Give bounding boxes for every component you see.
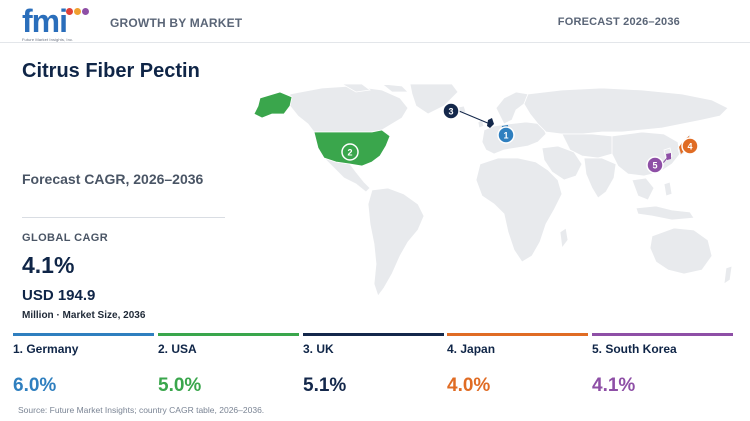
- market-size-value: USD 194.9: [22, 287, 96, 304]
- marker-germany-label: 1: [503, 131, 508, 141]
- highlight-uk: [487, 118, 494, 128]
- logo-dot-purple: [82, 8, 89, 15]
- fmi-logo[interactable]: fmi Future Market Insights, Inc.: [22, 5, 90, 42]
- header-bar: fmi Future Market Insights, Inc. GROWTH …: [0, 0, 750, 43]
- country-name: 1. Germany: [13, 342, 79, 356]
- country-name: 4. Japan: [447, 342, 496, 356]
- country-cagr-value: 6.0%: [13, 375, 57, 396]
- land-greenland: [409, 84, 459, 115]
- marker-uk-label: 3: [448, 107, 453, 117]
- logo-tagline: Future Market Insights, Inc.: [22, 37, 74, 42]
- highlight-usa: [313, 129, 391, 167]
- logo-wordmark: fmi: [22, 3, 68, 39]
- land-southeast-asia: [631, 177, 655, 201]
- land-australia: [649, 227, 713, 275]
- marker-usa-label: 2: [347, 148, 352, 158]
- land-ireland: [477, 119, 485, 129]
- global-cagr-label: GLOBAL CAGR: [22, 232, 109, 244]
- land-russia: [523, 87, 729, 135]
- land-indonesia: [635, 205, 695, 221]
- market-size-unit: Million · Market Size, 2036: [22, 310, 146, 321]
- world-map: 1 2 3 4 5: [253, 84, 733, 297]
- highlight-alaska: [253, 91, 293, 119]
- page-title: Citrus Fiber Pectin: [22, 60, 200, 82]
- card-accent-bar: [447, 333, 588, 336]
- land-middle-east: [541, 145, 583, 181]
- land-south-america: [367, 187, 425, 297]
- country-cagr-value: 5.0%: [158, 375, 202, 396]
- country-card-japan: 4. Japan 4.0%: [447, 333, 588, 403]
- country-name: 2. USA: [158, 342, 197, 356]
- land-africa: [475, 157, 563, 263]
- forecast-period-label: Forecast CAGR, 2026–2036: [22, 171, 204, 187]
- leader-south-korea: [662, 156, 669, 164]
- country-cagr-value: 5.1%: [303, 375, 347, 396]
- marker-germany: 1: [497, 126, 515, 144]
- country-card-germany: 1. Germany 6.0%: [13, 333, 154, 403]
- country-name: 3. UK: [303, 342, 334, 356]
- forecast-label: FORECAST 2026–2036: [557, 16, 680, 28]
- land-india: [583, 157, 617, 199]
- section-label: GROWTH BY MARKET: [110, 16, 243, 30]
- card-accent-bar: [13, 333, 154, 336]
- country-card-usa: 2. USA 5.0%: [158, 333, 299, 403]
- card-accent-bar: [303, 333, 444, 336]
- marker-uk: 3: [442, 102, 460, 120]
- country-card-uk: 3. UK 5.1%: [303, 333, 444, 403]
- logo-dot-orange: [74, 8, 81, 15]
- marker-south-korea-label: 5: [652, 161, 657, 171]
- summary-divider: [22, 217, 225, 218]
- global-cagr-value: 4.1%: [22, 252, 75, 278]
- land-madagascar: [559, 227, 569, 250]
- logo-dot-red: [66, 8, 73, 15]
- land-new-zealand: [723, 265, 733, 285]
- country-cagr-value: 4.0%: [447, 375, 491, 396]
- card-accent-bar: [158, 333, 299, 336]
- land-philippines: [663, 181, 673, 197]
- land-canada-islands: [341, 84, 409, 93]
- land-scandinavia: [495, 91, 529, 125]
- marker-japan-label: 4: [687, 142, 692, 152]
- marker-south-korea: 5: [646, 156, 664, 174]
- marker-usa: 2: [341, 143, 359, 161]
- source-note: Source: Future Market Insights; country …: [18, 405, 265, 415]
- country-cagr-value: 4.1%: [592, 375, 636, 396]
- land-canada: [289, 85, 409, 133]
- map-land: [253, 84, 733, 297]
- leader-uk: [458, 110, 491, 125]
- country-card-south-korea: 5. South Korea 4.1%: [592, 333, 733, 403]
- card-accent-bar: [592, 333, 733, 336]
- country-name: 5. South Korea: [592, 342, 677, 356]
- marker-japan: 4: [681, 137, 699, 155]
